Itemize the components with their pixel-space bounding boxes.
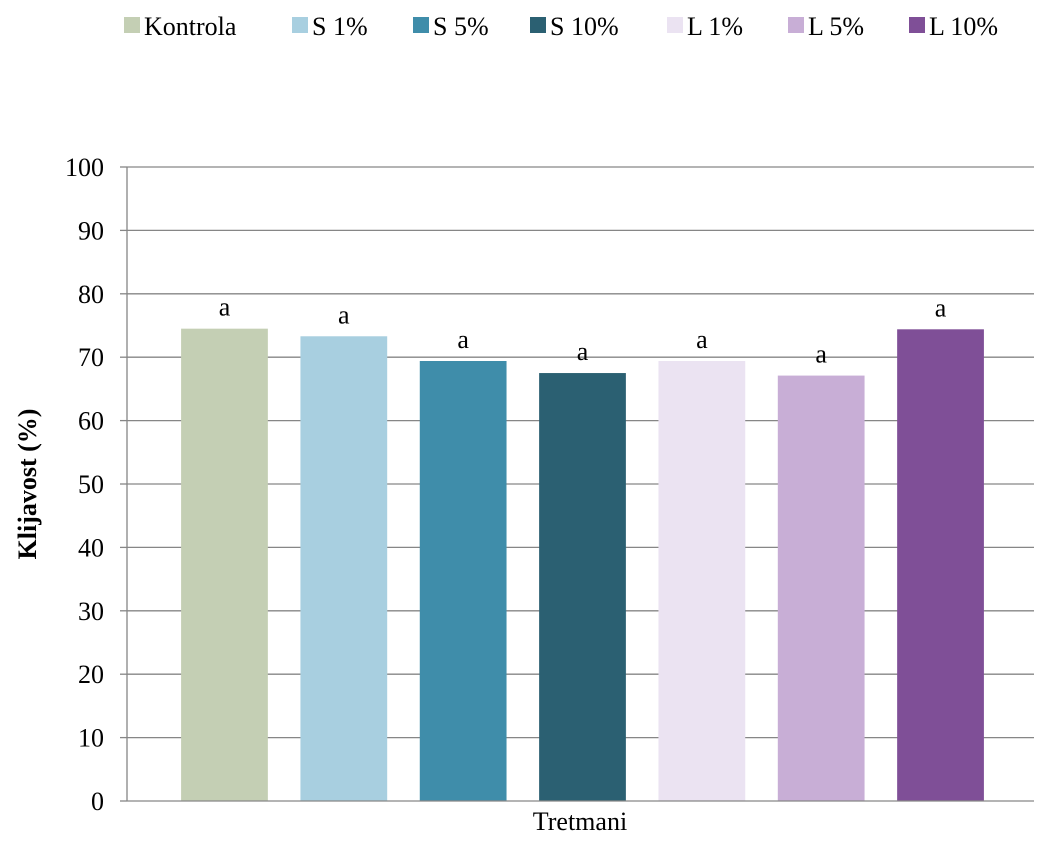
bar-s-10 [539,373,626,801]
y-tick-label: 70 [78,343,104,372]
bar-l-1 [658,361,746,801]
legend-label: L 1% [687,12,743,41]
bars [181,328,984,801]
data-label: a [338,300,350,329]
data-label: a [935,293,947,322]
bar-s-5 [419,361,507,801]
data-label: a [815,340,827,369]
y-axis-title: Klijavost (%) [13,409,42,560]
legend-label: S 1% [312,12,368,41]
bar-l-5 [777,375,865,801]
legend-swatch [530,17,546,33]
data-label: a [457,325,469,354]
legend-swatch [413,17,429,33]
bar-kontrola [181,328,268,801]
legend-swatch [909,17,925,33]
y-tick-labels: 0 10 20 30 40 50 60 70 80 90 100 [65,153,104,816]
y-tick-label: 90 [78,216,104,245]
legend-label: Kontrola [144,12,237,41]
bar-l-10 [897,329,984,801]
legend-label: S 10% [550,12,619,41]
y-tick-label: 100 [65,153,104,182]
y-tick-label: 80 [78,280,104,309]
y-tick-label: 10 [78,724,104,753]
x-axis-title: Tretmani [533,807,627,836]
y-tick-label: 50 [78,470,104,499]
axes [126,167,1034,802]
y-tick-label: 20 [78,660,104,689]
y-tick-label: 0 [91,787,104,816]
data-label: a [696,325,708,354]
legend-swatch [667,17,683,33]
y-tick-label: 60 [78,407,104,436]
legend-label: S 5% [433,12,489,41]
data-label: a [577,337,589,366]
legend-label: L 10% [929,12,998,41]
legend-label: L 5% [808,12,864,41]
legend-swatch [124,17,140,33]
legend-swatch [292,17,308,33]
data-label: a [219,293,231,322]
data-labels: a a a a a a a [219,293,947,369]
y-tick-label: 30 [78,597,104,626]
legend-swatch [788,17,804,33]
bar-s-1 [300,336,388,801]
y-tick-label: 40 [78,533,104,562]
legend: Kontrola S 1% S 5% S 10% L 1% L 5% L 10% [124,12,998,41]
